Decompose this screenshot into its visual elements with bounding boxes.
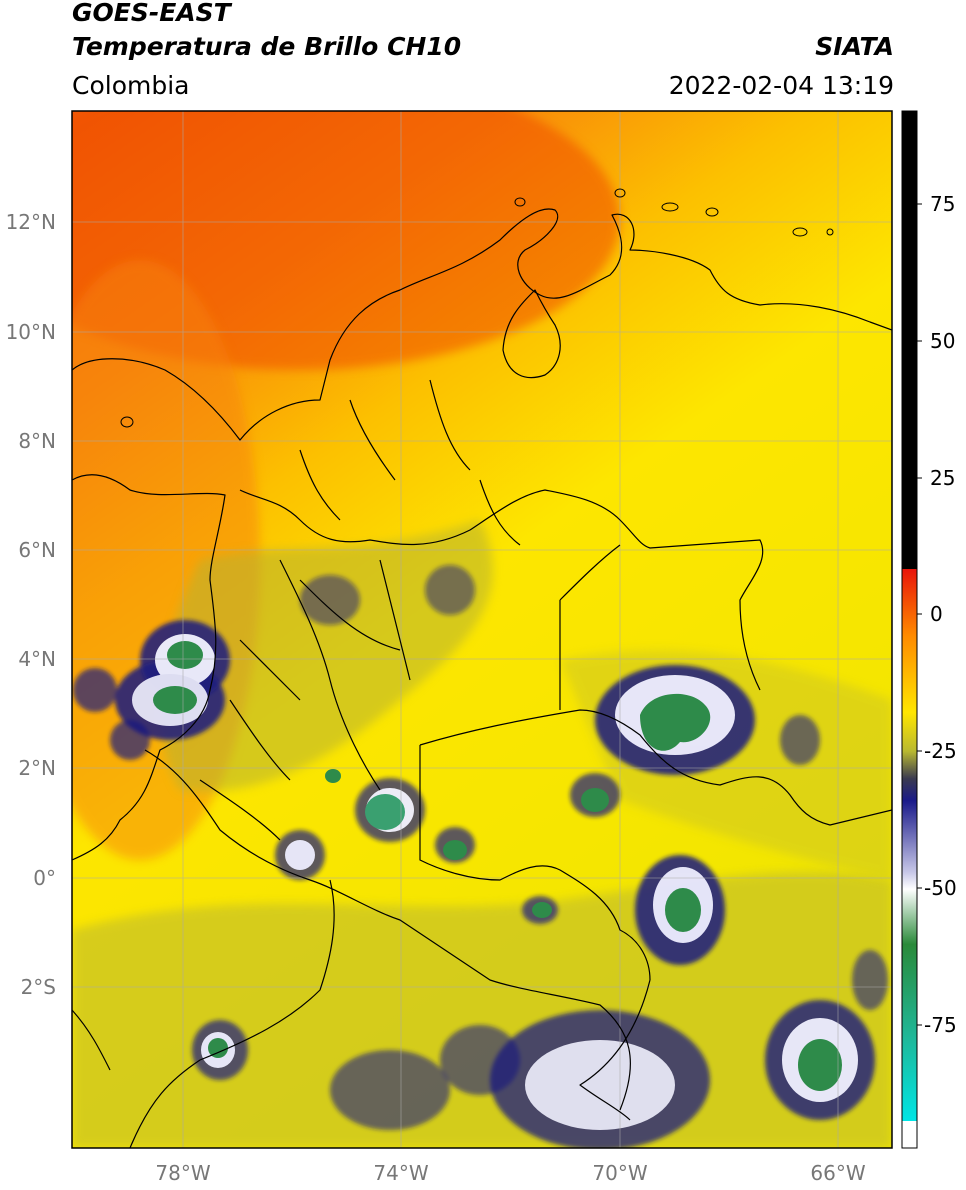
colorbar-tick-label: 0	[930, 602, 943, 626]
colorbar: 75 50 25 0 -25 -50 -75	[901, 110, 957, 1149]
title-satellite: GOES-EAST	[72, 0, 231, 27]
graticule	[72, 111, 892, 1148]
lat-label: 6°N	[18, 538, 56, 562]
colorbar-gradient	[902, 569, 917, 1121]
colorbar-tick-label: 75	[930, 192, 955, 216]
colorbar-tick-label: 25	[930, 466, 955, 490]
map-image	[72, 111, 892, 1148]
lon-label: 70°W	[592, 1161, 647, 1185]
lat-label: 2°S	[21, 975, 56, 999]
colorbar-tick-label: -50	[924, 876, 957, 900]
colorbar-tick-label: -75	[924, 1013, 957, 1037]
colorbar-tick-label: -25	[924, 739, 957, 763]
lat-label: 0°	[33, 866, 56, 890]
lat-label: 10°N	[6, 320, 56, 344]
islands	[120, 188, 834, 428]
colorbar-white-segment	[902, 1121, 917, 1148]
region-label: Colombia	[72, 71, 190, 100]
datetime-label: 2022-02-04 13:19	[668, 71, 894, 100]
lon-label: 66°W	[810, 1161, 865, 1185]
lat-label: 2°N	[18, 756, 56, 780]
lat-axis: 12°N 10°N 8°N 6°N 4°N 2°N 0° 2°S	[6, 210, 56, 999]
brand-label: SIATA	[815, 32, 894, 61]
colorbar-black-segment	[902, 111, 917, 569]
lat-label: 8°N	[18, 429, 56, 453]
lat-label: 4°N	[18, 647, 56, 671]
title-product: Temperatura de Brillo CH10	[72, 32, 462, 61]
lat-label: 12°N	[6, 210, 56, 234]
map-frame	[71, 110, 893, 1149]
lon-label: 74°W	[373, 1161, 428, 1185]
lon-label: 78°W	[155, 1161, 210, 1185]
colorbar-tick-label: 50	[930, 329, 955, 353]
coastline-borders-icon	[72, 208, 892, 1148]
lon-axis: 78°W 74°W 70°W 66°W	[155, 1161, 865, 1185]
